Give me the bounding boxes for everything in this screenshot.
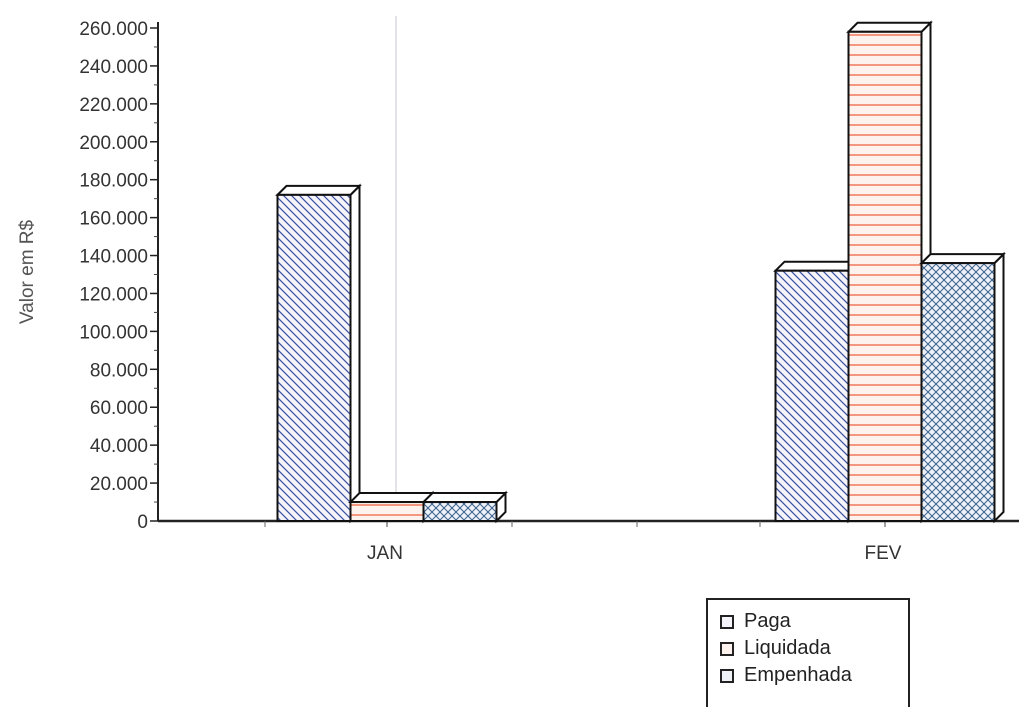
y-tick-label: 100.000 bbox=[79, 322, 148, 343]
bars bbox=[275, 20, 1006, 524]
y-tick-label: 200.000 bbox=[79, 133, 148, 154]
y-tick-label: 60.000 bbox=[90, 398, 148, 419]
legend-swatch bbox=[720, 614, 734, 629]
bar-top bbox=[846, 21, 933, 33]
y-axis-title: Valor em R$ bbox=[17, 219, 38, 324]
bar-top bbox=[773, 260, 860, 272]
legend-label: Paga bbox=[744, 610, 791, 632]
y-tick-label: 20.000 bbox=[90, 474, 148, 495]
y-tick-label: 260.000 bbox=[79, 19, 148, 40]
bar-empenhada-jan bbox=[421, 490, 508, 524]
bar-liquidada-fev bbox=[846, 20, 933, 524]
bar-liquidada-jan bbox=[348, 490, 435, 524]
y-tick-label: 80.000 bbox=[90, 360, 148, 381]
y-tick-label: 40.000 bbox=[90, 436, 148, 457]
bar-front bbox=[920, 262, 996, 522]
bar-top bbox=[421, 492, 508, 504]
bar-empenhada-fev bbox=[919, 251, 1006, 524]
y-tick-label: 120.000 bbox=[79, 284, 148, 305]
legend-swatch bbox=[720, 668, 734, 683]
bar-top bbox=[348, 492, 435, 504]
legend-label: Liquidada bbox=[744, 637, 831, 659]
legend-item-liquidada: Liquidada bbox=[720, 635, 908, 662]
bar-top bbox=[919, 253, 1006, 265]
x-tick-label: FEV bbox=[865, 543, 902, 564]
y-tick-label: 220.000 bbox=[79, 95, 148, 116]
bar-paga-jan bbox=[275, 183, 362, 524]
bar-top bbox=[275, 184, 362, 196]
legend-swatch bbox=[720, 641, 734, 656]
legend-item-paga: Paga bbox=[720, 608, 908, 635]
bar-paga-fev bbox=[773, 259, 860, 524]
legend-label: Empenhada bbox=[744, 664, 852, 686]
x-tick-label: JAN bbox=[367, 543, 403, 564]
labels: 0 20.000 40.000 60.000 80.000 100.000 120.000 1… bbox=[79, 19, 901, 564]
y-tick-label: 0 bbox=[137, 512, 148, 533]
legend-item-empenhada: Empenhada bbox=[720, 662, 908, 689]
bar-front bbox=[349, 501, 425, 522]
y-tick-label: 160.000 bbox=[79, 209, 148, 230]
y-tick-label: 180.000 bbox=[79, 171, 148, 192]
y-tick-label: 140.000 bbox=[79, 247, 148, 268]
bar-front bbox=[847, 30, 923, 523]
y-tick-label: 240.000 bbox=[79, 57, 148, 78]
bar-front bbox=[276, 193, 352, 522]
bar-side bbox=[349, 183, 361, 524]
bar-side bbox=[993, 251, 1005, 524]
bar-front bbox=[774, 269, 850, 523]
legend: Paga Liquidada Empenhada bbox=[706, 598, 910, 707]
bar-front bbox=[422, 501, 498, 522]
